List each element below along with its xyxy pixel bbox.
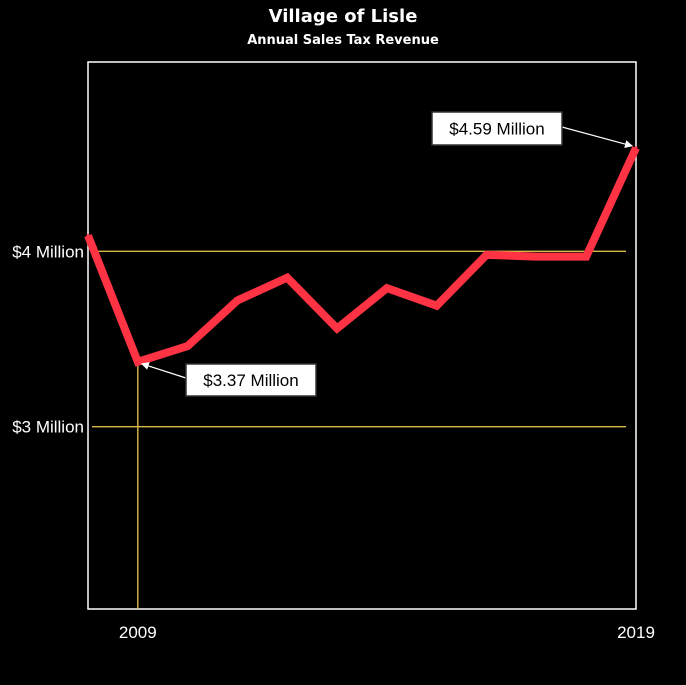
callout-label: $4.59 Million xyxy=(449,120,544,139)
data-point xyxy=(584,255,588,259)
reference-lines xyxy=(92,250,626,609)
chart-subtitle: Annual Sales Tax Revenue xyxy=(247,33,439,48)
callout-box xyxy=(431,111,563,146)
data-point xyxy=(485,253,489,257)
y-tick-label: $3 Million xyxy=(12,418,84,437)
callout-arrow xyxy=(561,126,633,148)
data-point xyxy=(186,344,190,348)
x-tick-labels: 2009 2019 xyxy=(119,623,655,642)
data-point xyxy=(235,298,239,302)
callout-label: $3.37 Million xyxy=(203,371,298,390)
y-tick-label: $4 Million xyxy=(12,242,84,261)
x-tick-label: 2019 xyxy=(617,623,655,642)
callout-box xyxy=(185,363,317,397)
data-point xyxy=(435,304,439,308)
chart-title: Village of Lisle xyxy=(269,6,418,27)
data-point xyxy=(634,146,638,150)
data-point xyxy=(385,286,389,290)
y-tick-labels: $3 Million $4 Million xyxy=(12,242,84,436)
callout-arrow xyxy=(140,362,187,379)
data-point xyxy=(136,360,140,364)
callouts: $3.37 Million $4.59 Million xyxy=(140,111,633,397)
callout: $3.37 Million xyxy=(140,362,317,397)
series-line xyxy=(84,146,640,367)
plot-frame xyxy=(87,61,637,610)
data-point xyxy=(534,255,538,259)
x-tick-label: 2009 xyxy=(119,623,157,642)
callout: $4.59 Million xyxy=(431,111,633,148)
data-point xyxy=(335,326,339,330)
data-point xyxy=(285,276,289,280)
data-point xyxy=(86,234,90,238)
series-group xyxy=(84,146,640,367)
